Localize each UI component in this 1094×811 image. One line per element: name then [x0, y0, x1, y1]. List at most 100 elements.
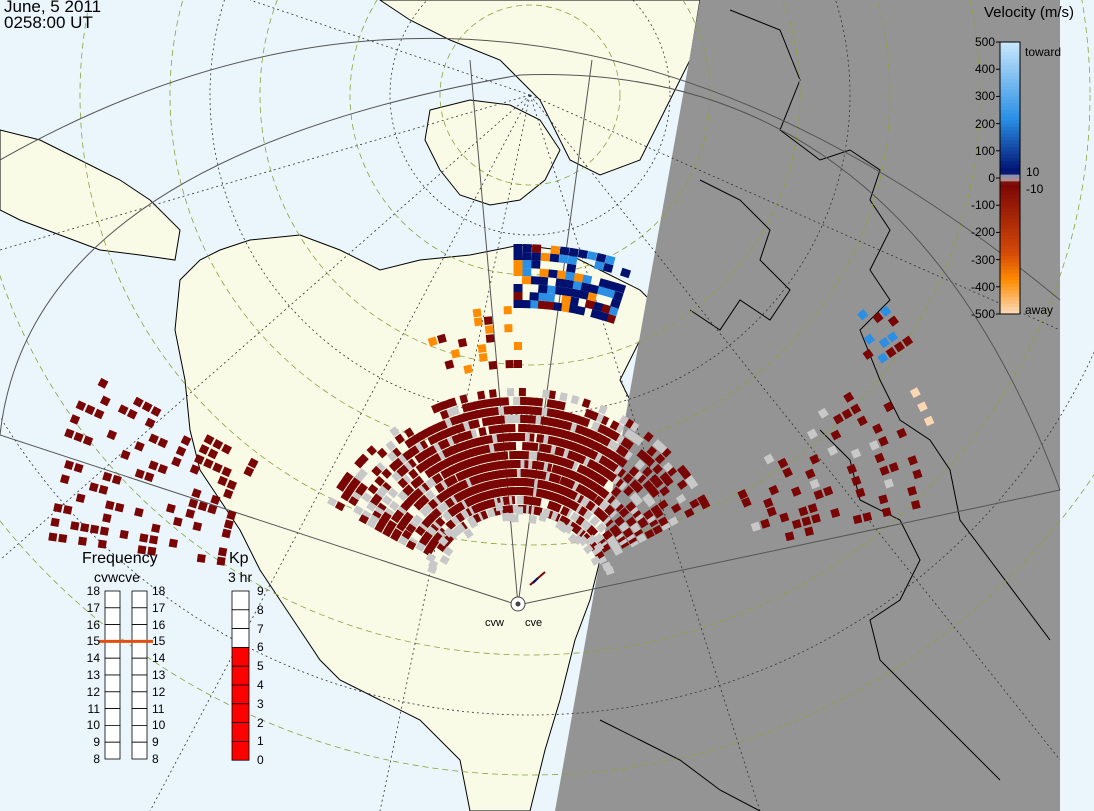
echo-cell [822, 485, 834, 497]
echo-cell [339, 476, 351, 487]
echo-cell [805, 468, 816, 480]
echo-cell [457, 338, 468, 348]
echo-cell [635, 472, 647, 484]
echo-cell [59, 474, 70, 485]
echo-cell [63, 459, 75, 471]
echo-cell [327, 496, 338, 507]
echo-cell [403, 484, 415, 495]
frequency-tick-left: 18 [86, 584, 100, 598]
frequency-cell-cve [131, 674, 148, 693]
echo-cell [419, 482, 430, 494]
time-label: 0258:00 UT [4, 13, 93, 32]
echo-cell [644, 496, 656, 508]
echo-cell [554, 286, 565, 296]
velocity-color-step [1000, 106, 1020, 111]
echo-cell [633, 511, 644, 522]
velocity-color-step [1000, 273, 1020, 278]
echo-cell [340, 491, 352, 502]
echo-cell [571, 523, 582, 535]
echo-cell [394, 433, 405, 445]
echo-cell [171, 456, 182, 468]
velocity-color-step [1000, 252, 1020, 257]
echo-cell [531, 260, 541, 269]
night-side-shade [555, 0, 1060, 811]
echo-cell [472, 308, 482, 318]
echo-cell [606, 471, 617, 483]
echo-cell [382, 527, 393, 538]
echo-cell [628, 432, 640, 443]
echo-cell [606, 507, 618, 519]
echo-cell [855, 487, 866, 498]
velocity-color-step [1000, 96, 1020, 101]
frequency-cell-cvw [104, 657, 121, 676]
echo-cell [437, 536, 449, 547]
echo-cell [97, 377, 109, 389]
echo-cell [518, 405, 526, 415]
echo-cell [197, 501, 208, 512]
echo-cell [590, 309, 601, 320]
echo-cell [425, 489, 436, 501]
echo-cell [632, 495, 643, 507]
echo-cell [807, 503, 818, 514]
frequency-tick-right: 18 [152, 584, 166, 598]
echo-cell [518, 387, 526, 397]
echo-cell [600, 456, 611, 468]
echo-cell [516, 486, 524, 496]
echo-cell [427, 498, 439, 510]
velocity-color-step [1000, 140, 1020, 145]
echo-cell [506, 387, 515, 397]
velocity-color-step [1000, 110, 1020, 114]
echo-cell [616, 479, 628, 491]
echo-cell [488, 389, 497, 398]
echo-cell [573, 272, 584, 283]
echo-cell [883, 478, 894, 489]
echo-cell [522, 259, 532, 269]
echo-cell [402, 461, 413, 473]
echo-cell [217, 547, 228, 557]
echo-cell [590, 421, 601, 432]
kp-tick-label: 9 [257, 584, 264, 598]
velocity-tick-label: -500 [970, 307, 995, 321]
echo-cell [830, 429, 842, 441]
echo-cell [75, 400, 87, 411]
velocity-color-step [1000, 120, 1020, 125]
velocity-color-step [1000, 59, 1020, 63]
kp-tick-label: 8 [257, 602, 264, 617]
kp-tick-label: 5 [257, 659, 264, 674]
kp-cell [231, 722, 250, 742]
echo-cell [559, 392, 568, 402]
echo-cell [567, 255, 578, 265]
kp-tick-label: 1 [257, 734, 264, 749]
echo-cell [481, 417, 491, 427]
echo-cell [398, 464, 410, 476]
echo-cell [62, 505, 73, 515]
echo-cell [633, 435, 644, 446]
echo-cell [523, 406, 532, 415]
echo-cell [343, 486, 355, 497]
echo-cell [604, 288, 616, 299]
frequency-tick-right: 13 [152, 668, 166, 682]
echo-cell [750, 521, 761, 532]
echo-cell [697, 494, 708, 505]
velocity-color-step [1000, 93, 1020, 97]
echo-cell [623, 485, 634, 497]
velocity-color-step [1000, 297, 1020, 301]
velocity-scale-title: Velocity (m/s) [984, 4, 1075, 21]
echo-cell [593, 260, 605, 271]
echo-cell [513, 396, 521, 406]
velocity-neg-threshold-label: -10 [1026, 182, 1044, 196]
echo-cell [588, 284, 599, 294]
echo-cell [806, 428, 818, 440]
echo-cell [559, 476, 569, 487]
echo-cell [223, 519, 234, 530]
echo-cell [412, 514, 423, 526]
echo-cell [419, 506, 431, 518]
velocity-color-step [1000, 239, 1020, 244]
echo-cell [902, 335, 914, 347]
kp-subtitle: 3 hr [228, 569, 253, 585]
echo-cell [610, 298, 622, 309]
echo-cell [226, 510, 237, 521]
frequency-tick-left: 15 [86, 634, 100, 649]
echo-cell [406, 458, 417, 470]
